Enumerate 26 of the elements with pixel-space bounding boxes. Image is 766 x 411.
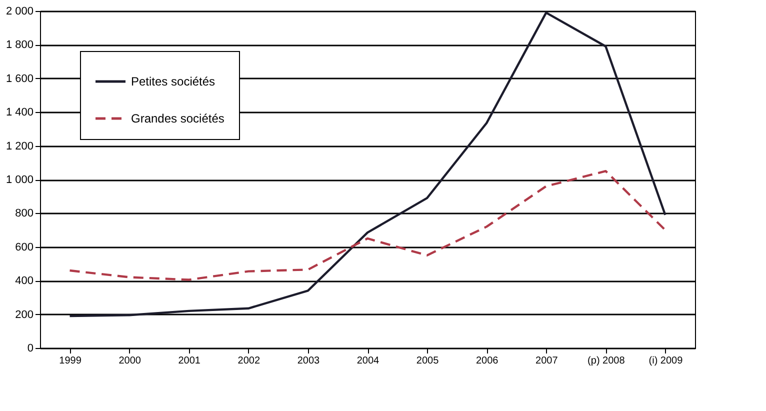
y-tick-label: 0 — [27, 342, 34, 354]
x-tick-label: 2001 — [178, 356, 201, 366]
x-tick-label: 2007 — [536, 356, 558, 366]
x-tick-label: (p) 2008 — [588, 356, 626, 366]
y-tick-label: 800 — [15, 208, 34, 220]
y-tick-label: 1 800 — [6, 39, 34, 52]
line-series — [68, 170, 666, 281]
y-tick-label: 1 000 — [6, 174, 34, 186]
y-tick-label: 1 400 — [6, 106, 34, 119]
x-tick-label: 2004 — [356, 356, 380, 366]
y-tick-label: 1 200 — [6, 140, 34, 152]
y-tick-label: 600 — [15, 241, 34, 254]
legend-label: Petites sociétés — [131, 74, 216, 88]
x-tick-label: 2002 — [238, 356, 260, 366]
x-tick-label: (i) 2009 — [648, 356, 684, 366]
y-tick-label: 200 — [15, 308, 34, 321]
y-tick-label: 400 — [15, 275, 34, 288]
x-tick-label: 2006 — [476, 356, 499, 366]
y-tick-label: 2 000 — [6, 6, 34, 18]
legend-label: Grandes sociétés — [131, 112, 224, 126]
x-tick-label: 2003 — [297, 356, 320, 366]
y-tick-label: 1 600 — [6, 72, 34, 85]
x-tick-label: 2000 — [118, 356, 142, 366]
x-tick-label: 1999 — [59, 356, 82, 366]
x-tick-label: 2005 — [416, 356, 440, 366]
line-series — [68, 12, 666, 318]
